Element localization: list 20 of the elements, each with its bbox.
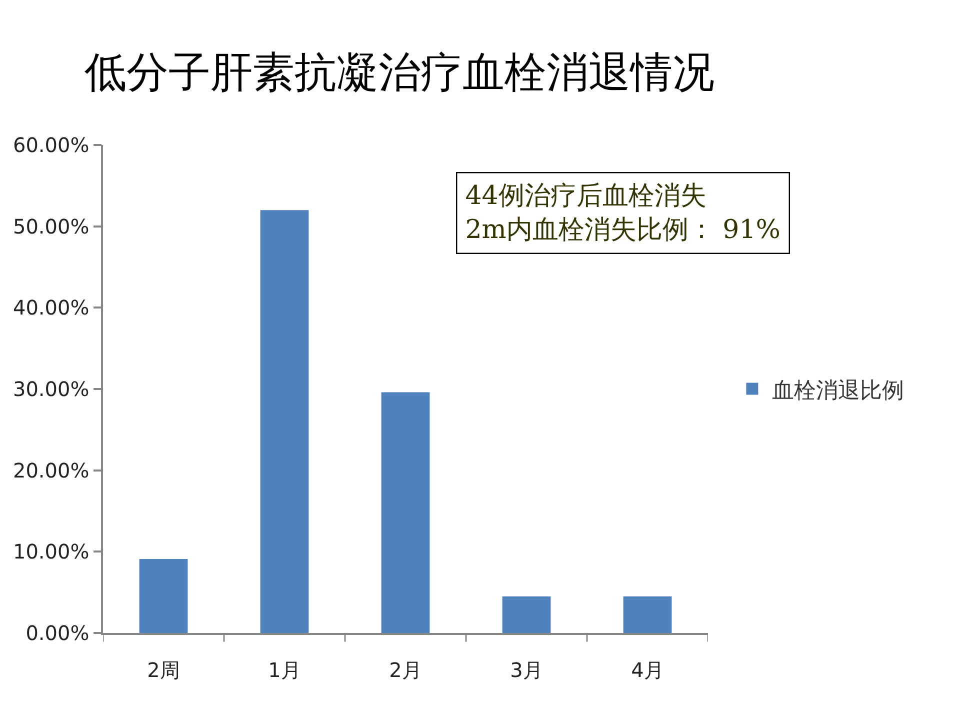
x-tick-label: 1月: [268, 658, 301, 682]
y-tick-label: 40.00%: [12, 296, 90, 320]
x-tick-label: 2月: [389, 658, 422, 682]
chart-title: 低分子肝素抗凝治疗血栓消退情况: [84, 48, 714, 97]
y-tick-label: 50.00%: [12, 214, 90, 238]
x-tick-label: 2周: [147, 658, 180, 682]
bar: [139, 558, 188, 633]
y-tick-label: 20.00%: [12, 458, 90, 482]
bar: [502, 596, 551, 633]
y-tick-label: 60.00%: [12, 133, 90, 157]
x-tick-label: 3月: [510, 658, 543, 682]
bar: [623, 596, 672, 633]
annotation: 44例治疗后血栓消失 2m内血栓消失比例： 91%: [465, 181, 780, 245]
legend-label: 血栓消退比例: [772, 378, 904, 404]
y-tick-label: 0.00%: [26, 621, 90, 645]
y-tick-label: 30.00%: [12, 377, 90, 401]
y-tick-label: 10.00%: [12, 540, 90, 564]
bar: [260, 210, 309, 633]
x-tick-label: 4月: [631, 658, 664, 682]
bar: [381, 392, 430, 633]
